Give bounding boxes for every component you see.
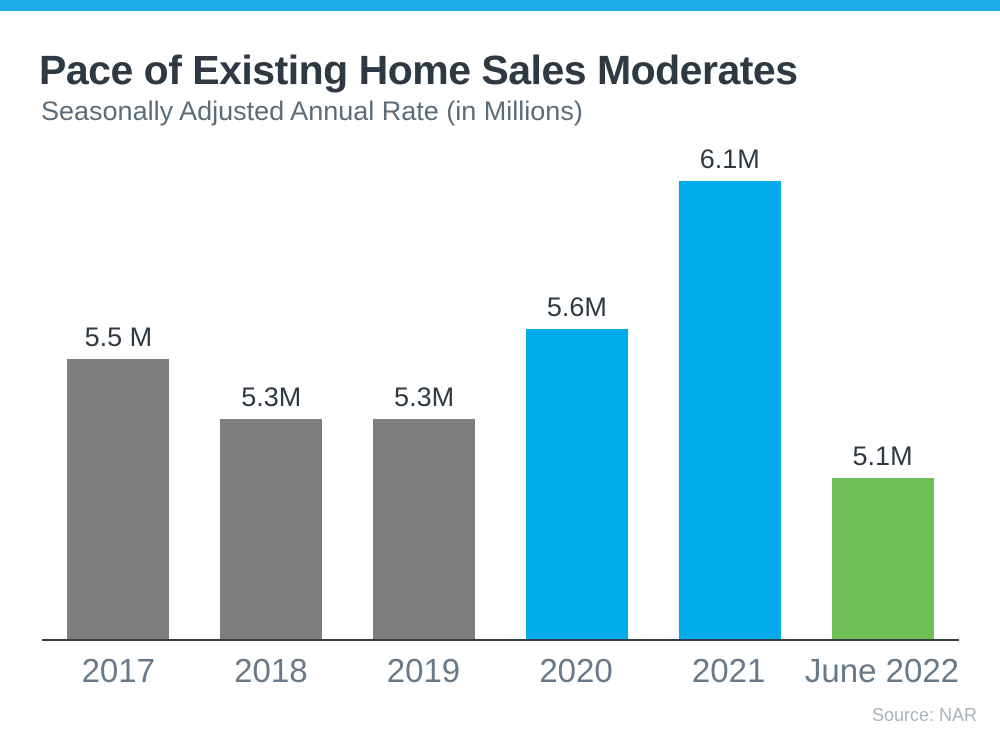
bar-value-label: 5.6M — [546, 292, 607, 323]
bar-rect — [678, 180, 781, 639]
x-tick-label: 2017 — [81, 652, 155, 689]
plot-area: 5.5 M 5.3M 5.3M 5.6M 6.1M 5.1M — [42, 121, 959, 639]
chart-subtitle: Seasonally Adjusted Annual Rate (in Mill… — [41, 96, 583, 126]
bar-value-label: 5.1M — [852, 441, 913, 472]
bar-rect — [373, 418, 476, 639]
bar-rect — [220, 418, 323, 639]
x-tick-label: 2018 — [234, 652, 308, 689]
x-tick-label: 2020 — [539, 652, 613, 689]
bar-value-label: 5.3M — [394, 381, 455, 412]
x-axis-labels: 2017 2018 2019 2020 2021 June 2022 — [42, 654, 959, 687]
x-tick-label: June 2022 — [804, 652, 960, 689]
bar-column-2019: 5.3M — [348, 121, 501, 639]
x-axis-line — [42, 639, 959, 641]
bar-column-2020: 5.6M — [500, 121, 653, 639]
bar-column-2021: 6.1M — [653, 121, 806, 639]
bar-value-label: 5.3M — [241, 381, 302, 412]
bar-rect — [67, 359, 170, 639]
x-tick-label: 2019 — [386, 652, 461, 689]
bar-value-label: 6.1M — [699, 143, 760, 174]
bar-column-2017: 5.5 M — [42, 121, 195, 639]
x-tick-label: 2021 — [691, 652, 766, 689]
bar-value-label: 5.5 M — [84, 322, 153, 353]
bar-rect — [525, 329, 628, 639]
bar-column-2018: 5.3M — [195, 121, 348, 639]
top-accent-strip — [0, 0, 1000, 11]
chart-title: Pace of Existing Home Sales Moderates — [39, 47, 798, 93]
source-note: Source: NAR — [871, 705, 977, 725]
bar-rect — [831, 478, 934, 639]
bar-column-june-2022: 5.1M — [806, 121, 959, 639]
